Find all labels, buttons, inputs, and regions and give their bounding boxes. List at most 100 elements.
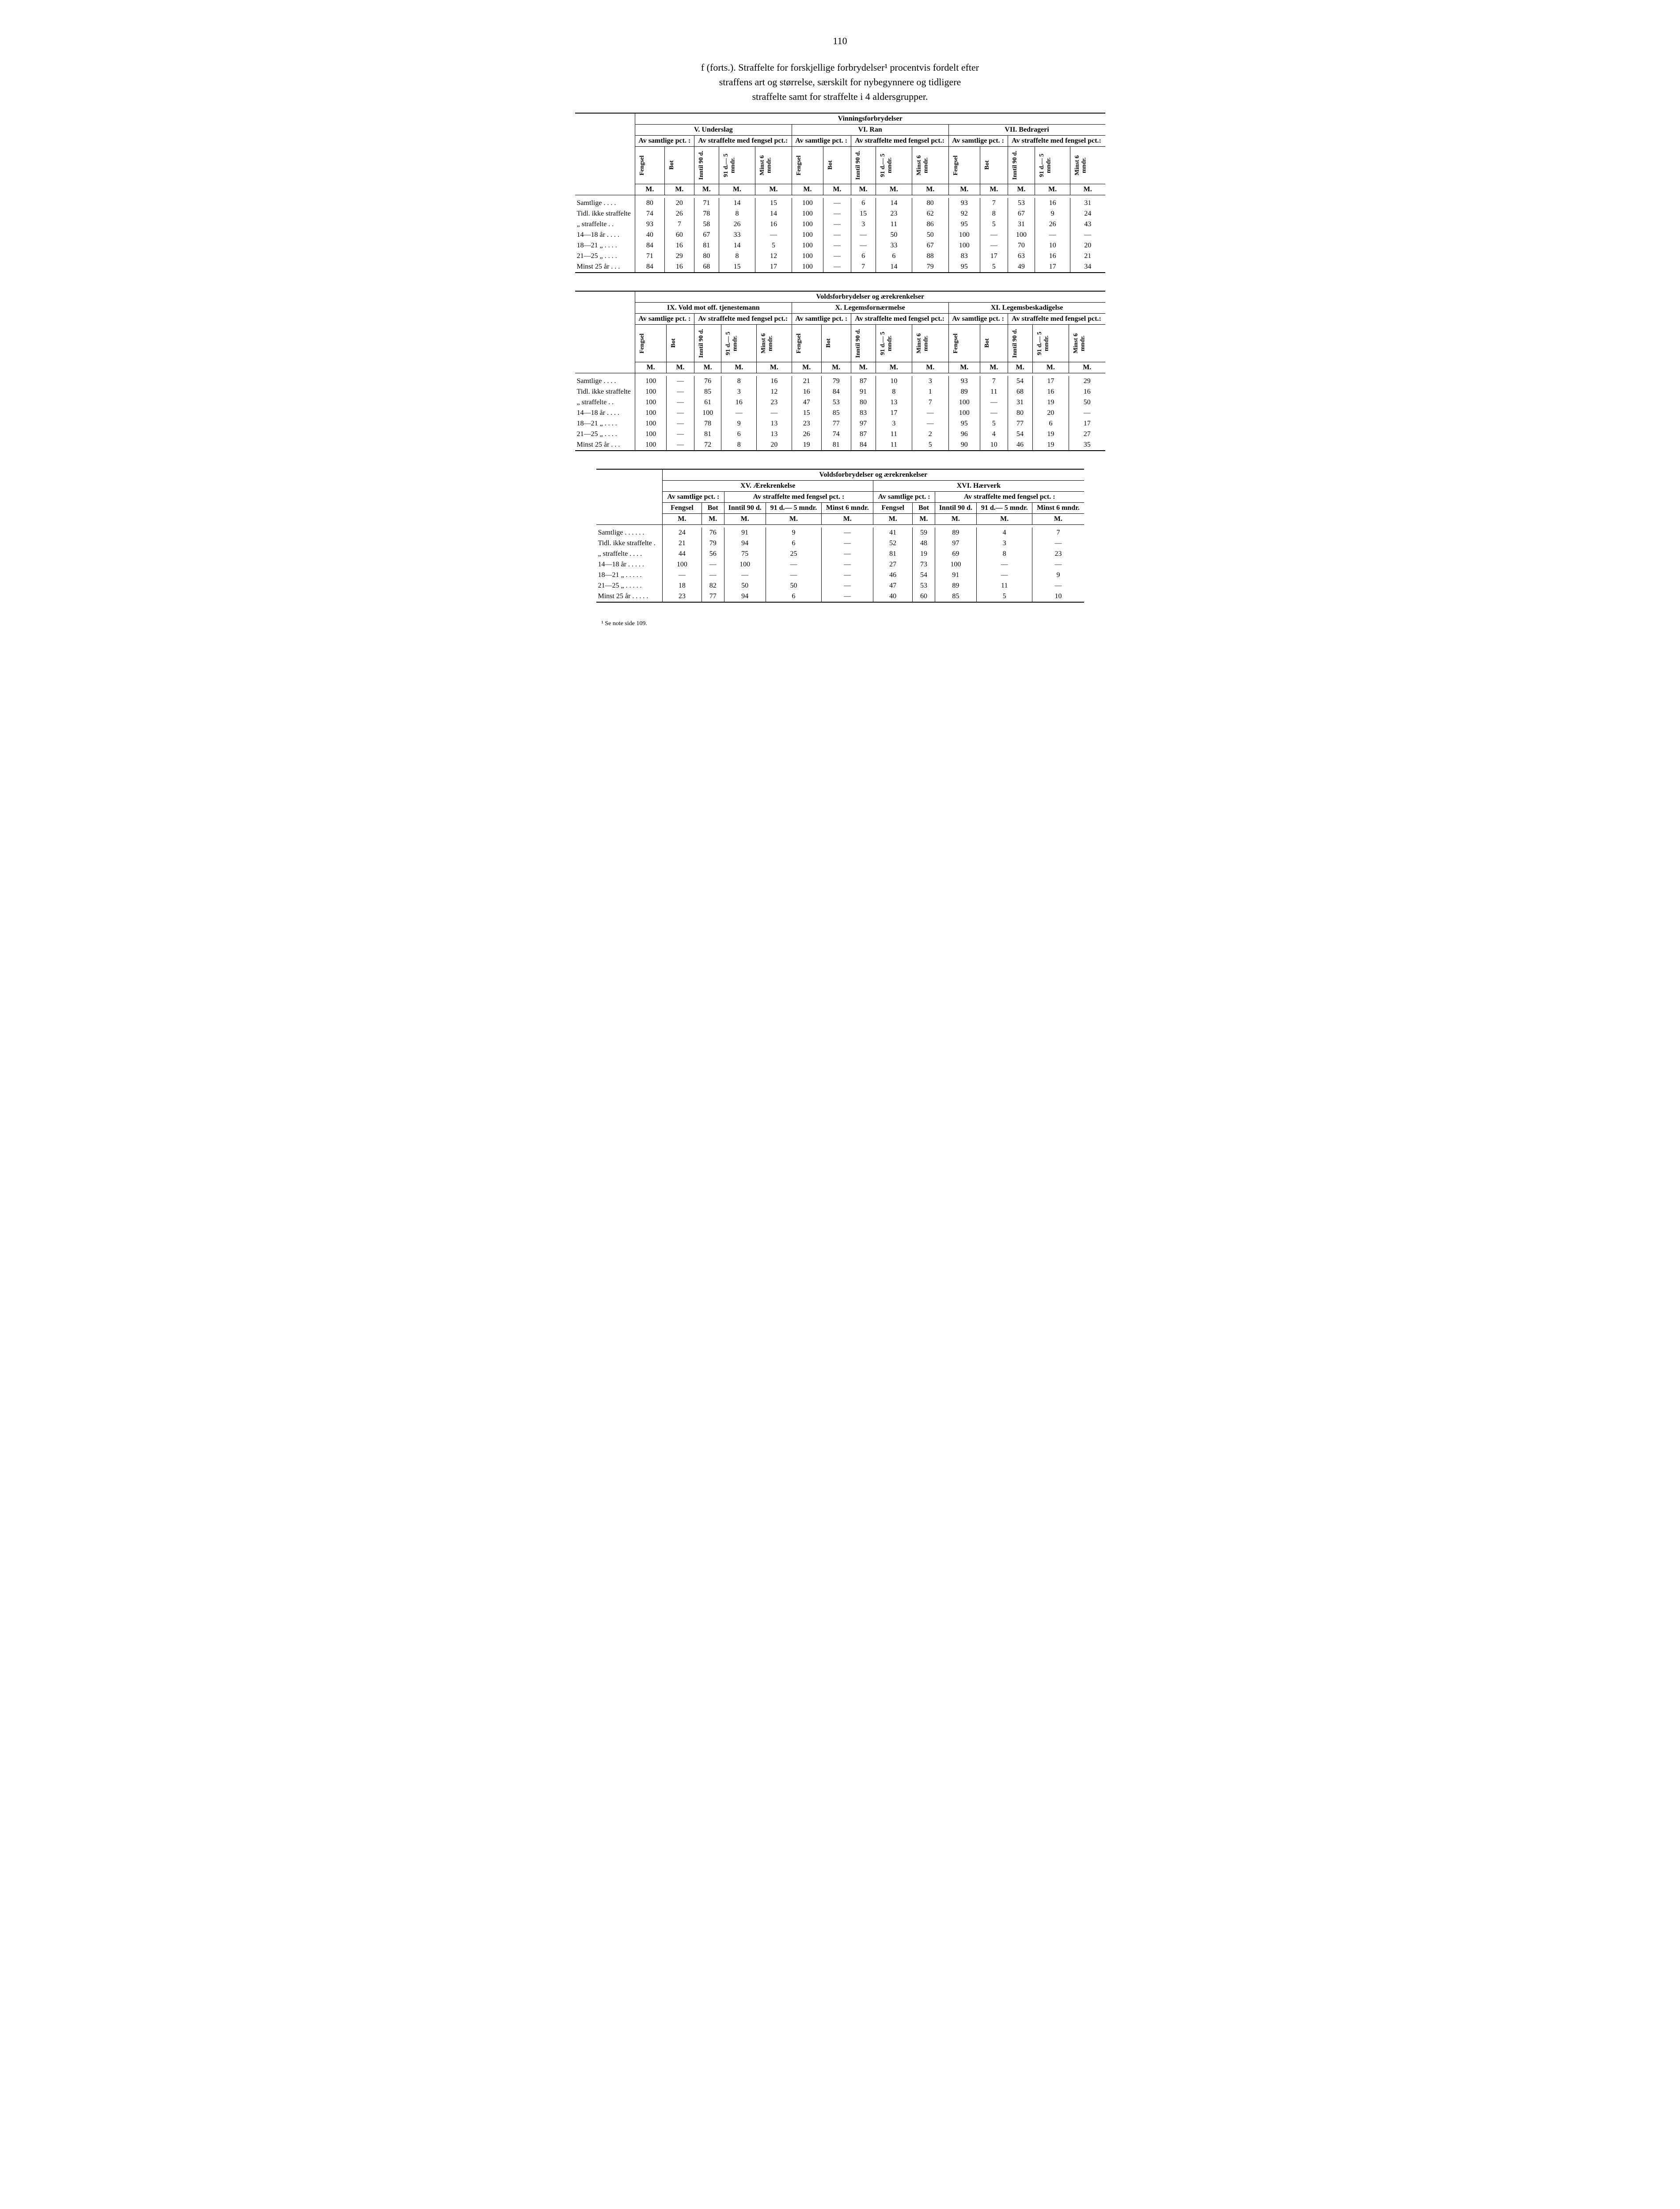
unit-header: M.: [1035, 184, 1070, 195]
col-header: Inntil 90 d.: [851, 147, 876, 184]
data-cell: 69: [935, 549, 976, 559]
data-cell: 13: [757, 418, 792, 429]
title-line-3: straffelte samt for straffelte i 4 alder…: [752, 91, 928, 102]
data-cell: —: [1032, 538, 1084, 549]
data-cell: 17: [755, 262, 792, 273]
data-cell: 100: [635, 418, 666, 429]
unit-header: M.: [719, 184, 755, 195]
data-cell: 16: [755, 219, 792, 230]
data-cell: 86: [912, 219, 948, 230]
data-cell: 3: [876, 418, 912, 429]
data-cell: 56: [702, 549, 724, 559]
data-cell: 77: [821, 418, 851, 429]
data-cell: 79: [912, 262, 948, 273]
col-header: Fengsel: [663, 503, 702, 514]
data-cell: —: [1070, 230, 1105, 240]
data-cell: 40: [635, 230, 664, 240]
unit-header: M.: [635, 362, 666, 373]
row-label: 18—21 „ . . . .: [575, 418, 635, 429]
data-cell: 25: [766, 549, 822, 559]
data-cell: 87: [851, 376, 876, 387]
table-row: 14—18 år . . . .40606733—100——5050100—10…: [575, 230, 1105, 240]
data-cell: 84: [635, 262, 664, 273]
unit-header: M.: [724, 514, 766, 525]
data-cell: 7: [1032, 528, 1084, 538]
data-cell: 15: [851, 209, 876, 219]
col-header: Bot: [702, 503, 724, 514]
data-cell: 26: [1035, 219, 1070, 230]
data-cell: 77: [1008, 418, 1032, 429]
unit-header: M.: [851, 184, 876, 195]
data-cell: 8: [876, 387, 912, 397]
data-cell: 26: [719, 219, 755, 230]
data-cell: 48: [913, 538, 935, 549]
data-cell: 3: [851, 219, 876, 230]
data-cell: 47: [873, 581, 913, 591]
data-cell: 84: [635, 240, 664, 251]
unit-header: M.: [935, 514, 976, 525]
data-cell: 17: [1035, 262, 1070, 273]
unit-header: M.: [822, 514, 873, 525]
data-cell: 100: [792, 198, 823, 209]
data-cell: —: [822, 570, 873, 581]
data-cell: 6: [721, 429, 757, 440]
unit-header: M.: [913, 514, 935, 525]
data-cell: 27: [873, 559, 913, 570]
data-cell: 71: [694, 198, 719, 209]
unit-header: M.: [755, 184, 792, 195]
data-cell: —: [822, 528, 873, 538]
unit-header: M.: [1008, 184, 1035, 195]
data-cell: 95: [948, 262, 980, 273]
data-cell: 89: [948, 387, 980, 397]
data-cell: 11: [876, 429, 912, 440]
data-cell: 100: [792, 262, 823, 273]
data-cell: 100: [948, 230, 980, 240]
data-cell: 50: [1069, 397, 1105, 408]
data-cell: 2: [912, 429, 948, 440]
data-cell: —: [980, 397, 1008, 408]
data-cell: 74: [635, 209, 664, 219]
data-cell: 81: [694, 240, 719, 251]
data-cell: 95: [948, 219, 980, 230]
data-cell: 68: [1008, 387, 1032, 397]
col-header: Inntil 90 d.: [851, 325, 876, 362]
col-header: Minst 6 mndr.: [757, 325, 792, 362]
table-row: 18—21 „ . . . .841681145100——3367100—701…: [575, 240, 1105, 251]
table-row: 21—25 „ . . . . .18825050—47538911—: [596, 581, 1084, 591]
data-cell: 5: [912, 440, 948, 451]
table-row: Samtlige . . . .100—76816217987103937541…: [575, 376, 1105, 387]
data-cell: —: [667, 387, 694, 397]
table-row: 14—18 år . . . . .100—100——2773100——: [596, 559, 1084, 570]
col-header: Minst 6 mndr.: [912, 147, 948, 184]
section-header: IX. Vold mot off. tjenestemann: [635, 303, 792, 314]
col-header: Inntil 90 d.: [935, 503, 976, 514]
table-row: Samtlige . . . . . .2476919—41598947: [596, 528, 1084, 538]
data-cell: —: [823, 230, 851, 240]
col-header: Minst 6 mndr.: [822, 503, 873, 514]
data-cell: 68: [694, 262, 719, 273]
data-cell: 41: [873, 528, 913, 538]
sub-header: Av straffelte med fengsel pct. :: [724, 492, 873, 503]
sub-header: Av straffelte med fengsel pct. :: [935, 492, 1084, 503]
data-cell: 15: [792, 408, 821, 418]
col-header: 91 d.— 5 mndr.: [876, 325, 912, 362]
data-cell: 62: [912, 209, 948, 219]
table-row: 21—25 „ . . . .712980812100—668883176316…: [575, 251, 1105, 262]
data-cell: 26: [664, 209, 694, 219]
row-label: 18—21 „ . . . . .: [596, 570, 663, 581]
section-header: XV. Ærekrenkelse: [663, 481, 873, 492]
data-cell: 16: [721, 397, 757, 408]
unit-header: M.: [1032, 362, 1069, 373]
data-cell: 31: [1008, 397, 1032, 408]
col-header: Inntil 90 d.: [724, 503, 766, 514]
data-cell: 23: [792, 418, 821, 429]
data-cell: 8: [976, 549, 1032, 559]
unit-header: M.: [702, 514, 724, 525]
data-cell: 61: [694, 397, 721, 408]
row-label: Samtlige . . . . . .: [596, 528, 663, 538]
data-cell: 79: [821, 376, 851, 387]
sub-header: Av samtlige pct. :: [663, 492, 724, 503]
stub-head: [575, 291, 635, 373]
data-cell: —: [980, 230, 1008, 240]
title-line-1: f (forts.). Straffelte for forskjellige …: [701, 62, 979, 73]
